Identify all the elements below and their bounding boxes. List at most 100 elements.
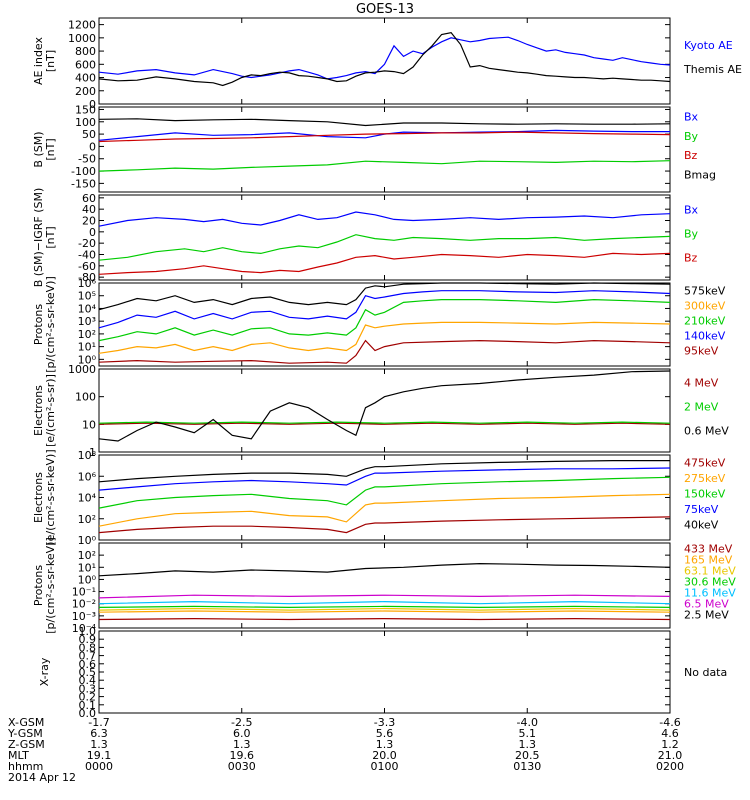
legend-entry: 30.6 MeV <box>684 576 736 589</box>
legend-entry: 2.5 MeV <box>684 609 729 622</box>
x-row-value: 4.6 <box>661 727 679 740</box>
y-axis-label: [nT] <box>44 226 57 248</box>
y-tick-label: 10⁶ <box>78 470 97 483</box>
y-tick-label: 50 <box>82 128 96 141</box>
series-line-30.6-mev <box>98 605 671 609</box>
legend-entry: 11.6 MeV <box>684 587 736 600</box>
x-row-value: 0100 <box>371 760 399 773</box>
y-tick-label: 60 <box>82 192 96 205</box>
x-row-value: 1.3 <box>376 738 394 751</box>
y-tick-label: 1000 <box>68 363 96 376</box>
y-tick-label: 0.2 <box>79 691 97 704</box>
series-line-by <box>98 234 671 261</box>
x-row-value: 20.0 <box>372 749 397 762</box>
y-tick-label: 1.0 <box>79 625 97 638</box>
y-tick-label: 10⁴ <box>78 302 97 315</box>
panel-xray: 0.00.10.20.30.40.50.60.70.80.91.0 X-ray No… <box>38 625 727 720</box>
legend-entry: 165 MeV <box>684 554 733 567</box>
legend-entry: 140keV <box>684 330 726 343</box>
legend-entry: 95keV <box>684 345 719 358</box>
y-tick-label: 0.9 <box>79 633 97 646</box>
y-tick-label: -80 <box>78 271 96 284</box>
panel-electrons2: 10⁰ 10² 10⁴ 10⁶ 10⁸ Electrons [e/(cm²-s-sr-keV… <box>32 449 726 547</box>
panel-frame <box>98 542 671 629</box>
series-line-300kev <box>98 321 671 354</box>
y-tick-label: 0.0 <box>79 707 97 720</box>
x-row-value: 0030 <box>228 760 256 773</box>
y-axis-label: [e/(cm²-s-sr)] <box>44 374 57 447</box>
legend-entry: 275keV <box>684 472 726 485</box>
y-axis-label: B (SM)−IGRF (SM) <box>32 188 45 288</box>
series-line-bz <box>98 252 671 275</box>
series-line-themis-ae <box>98 31 671 87</box>
date-label: 2014 Apr 12 <box>8 771 76 784</box>
x-row-label: Y-GSM <box>7 727 43 740</box>
x-row-value: 0000 <box>85 760 113 773</box>
series-line-165-mev <box>98 610 671 613</box>
y-tick-label: 0.5 <box>79 666 97 679</box>
panel-frame <box>98 17 671 105</box>
y-axis-label: Electrons <box>32 472 45 523</box>
legend-entry: 210keV <box>684 315 726 328</box>
legend-entry: 40keV <box>684 518 719 531</box>
x-row-value: 1.3 <box>519 738 537 751</box>
series-line-95kev <box>98 339 671 364</box>
y-tick-label: 0 <box>89 140 96 153</box>
series-line-140kev <box>98 290 671 329</box>
series-line-0.6-mev <box>98 370 671 442</box>
x-row-value: -1.7 <box>88 716 109 729</box>
series-line-bz <box>98 131 671 143</box>
y-axis-label: [p/(cm²-s-sr-keV)] <box>44 276 57 373</box>
y-axis-label: [nT] <box>44 50 57 72</box>
y-tick-label: 10³ <box>78 315 96 328</box>
y-tick-label: 0.1 <box>79 699 97 712</box>
y-tick-label: 800 <box>75 45 96 58</box>
y-tick-label: 10² <box>78 549 96 562</box>
y-tick-label: 0 <box>89 226 96 239</box>
series-line-433-mev <box>98 617 671 621</box>
y-tick-label: 100 <box>75 116 96 129</box>
legend-entry: Themis AE <box>683 63 742 76</box>
y-tick-label: 20 <box>82 215 96 228</box>
x-row-value: -4.0 <box>517 716 538 729</box>
y-tick-label: 10⁻⁴ <box>72 622 97 635</box>
panel-frame <box>98 282 671 367</box>
y-axis-label: [e/(cm²-s-sr-keV)] <box>44 449 57 545</box>
x-row-value: 20.5 <box>515 749 540 762</box>
legend-entry: 2 MeV <box>684 401 719 414</box>
y-tick-label: 0.3 <box>79 682 97 695</box>
x-row-label: MLT <box>8 749 29 762</box>
legend-entry: By <box>684 130 699 143</box>
panel-frame <box>98 368 671 453</box>
series-line-11.6-mev <box>98 600 671 605</box>
x-row-value: -4.6 <box>659 716 680 729</box>
x-row-value: 5.6 <box>376 727 394 740</box>
series-line-475kev <box>98 516 671 534</box>
y-tick-label: -150 <box>71 177 96 190</box>
x-row-value: 19.6 <box>230 749 255 762</box>
y-axis-label: [p/(cm²-s-sr-keV)] <box>44 537 57 634</box>
x-row-value: 19.1 <box>87 749 112 762</box>
y-tick-label: 10⁰ <box>78 353 97 366</box>
x-row-value: 1.3 <box>90 738 108 751</box>
y-tick-label: 10¹ <box>78 341 96 354</box>
x-row-value: 1.3 <box>233 738 251 751</box>
legend-entry: 575keV <box>684 285 726 298</box>
y-tick-label: 10⁰ <box>78 534 97 547</box>
y-axis-label: AE index <box>32 36 45 85</box>
figure-title: GOES-13 <box>356 2 414 17</box>
legend-entry: 75keV <box>684 503 719 516</box>
y-axis-label: X-ray <box>38 657 51 686</box>
series-line-275kev <box>98 493 671 527</box>
legend-entry: Bz <box>684 149 698 162</box>
legend-entry: 4 MeV <box>684 377 719 390</box>
y-tick-label: 10² <box>78 328 96 341</box>
x-row-label: Z-GSM <box>8 738 45 751</box>
legend-entry: 63.1 MeV <box>684 565 736 578</box>
y-tick-label: 0.7 <box>79 650 97 663</box>
y-tick-label: 0 <box>89 98 96 111</box>
